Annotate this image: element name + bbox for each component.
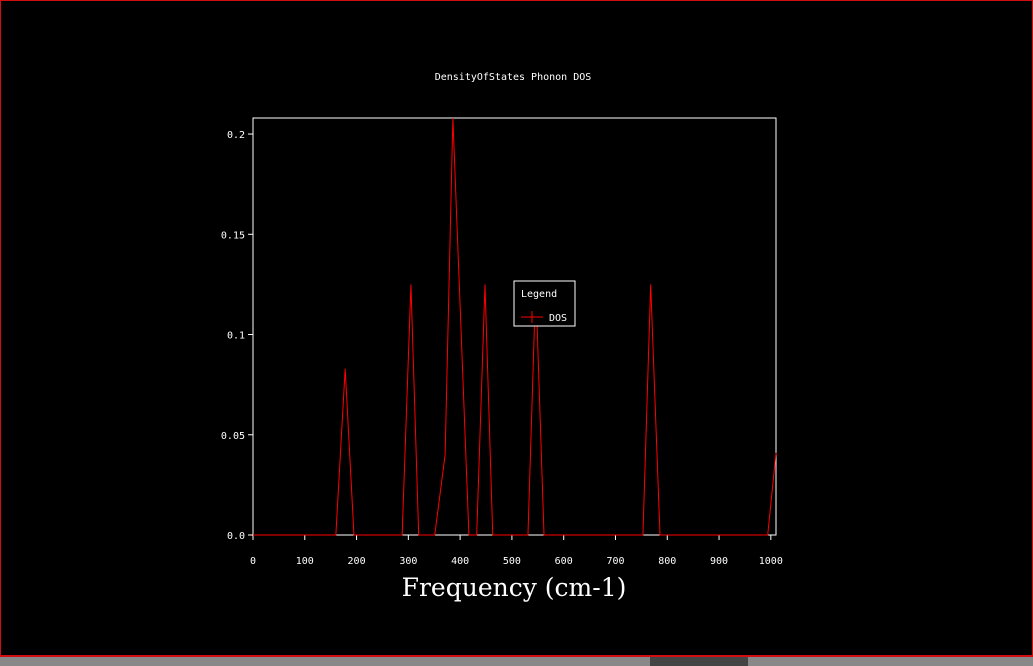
x-tick-label: 1000 bbox=[759, 556, 783, 567]
x-tick-label: 500 bbox=[503, 556, 521, 567]
x-axis-label: Frequency (cm-1) bbox=[402, 573, 627, 602]
chart-title: DensityOfStates Phonon DOS bbox=[435, 72, 592, 83]
y-tick-label: 0.1 bbox=[227, 331, 245, 342]
y-tick-label: 0.2 bbox=[227, 130, 245, 141]
legend-box bbox=[513, 280, 576, 327]
x-tick-label: 200 bbox=[348, 556, 366, 567]
x-tick-label: 800 bbox=[658, 556, 676, 567]
status-bar bbox=[0, 657, 1033, 666]
x-tick-label: 600 bbox=[555, 556, 573, 567]
scroll-thumb bbox=[650, 657, 748, 666]
x-tick-label: 900 bbox=[710, 556, 728, 567]
x-tick-label: 700 bbox=[606, 556, 624, 567]
y-tick-label: 0.05 bbox=[221, 431, 245, 442]
x-tick-label: 400 bbox=[451, 556, 469, 567]
x-tick-label: 100 bbox=[296, 556, 314, 567]
data-line bbox=[253, 117, 777, 536]
legend-title: Legend bbox=[521, 289, 557, 300]
x-tick-label: 0 bbox=[250, 556, 256, 567]
x-tick-label: 300 bbox=[399, 556, 417, 567]
y-tick-label: 0.15 bbox=[221, 230, 245, 241]
legend-label: DOS bbox=[549, 313, 567, 324]
y-tick-label: 0.0 bbox=[227, 531, 245, 542]
